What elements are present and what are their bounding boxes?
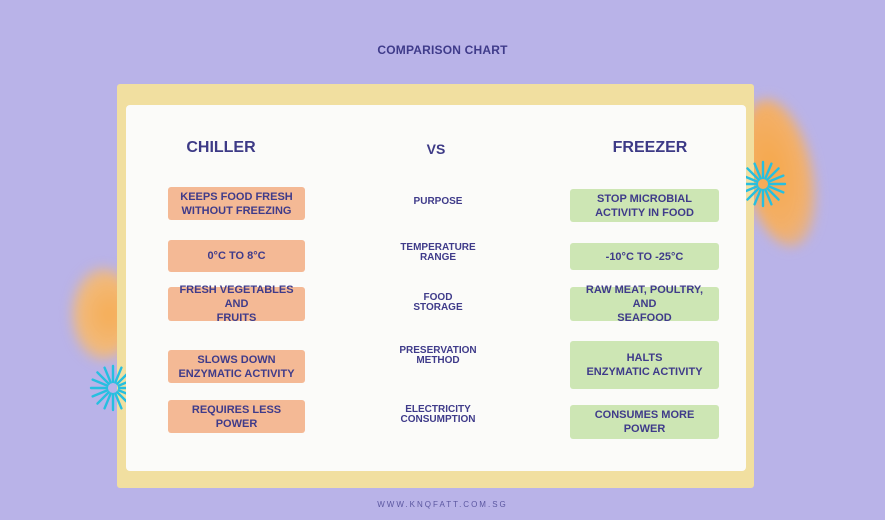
- criterion-purpose-label: PURPOSE: [413, 196, 463, 207]
- page-title: COMPARISON CHART: [377, 43, 508, 57]
- freezer-heading: FREEZER: [612, 139, 688, 156]
- criterion-electricity-label: ELECTRICITY CONSUMPTION: [400, 404, 476, 425]
- freezer-temperature-pill: -10°C TO -25°C: [570, 243, 719, 270]
- criterion-temperature-label: TEMPERATURE RANGE: [400, 242, 476, 263]
- chiller-storage-pill: FRESH VEGETABLES AND FRUITS: [168, 284, 305, 324]
- freezer-preservation-pill: HALTS ENZYMATIC ACTIVITY: [570, 341, 719, 389]
- website-footer: WWW.KNQFATT.COM.SG: [377, 500, 508, 509]
- chiller-temperature-pill: 0°C TO 8°C: [168, 240, 305, 272]
- criterion-storage-label: FOOD STORAGE: [413, 292, 463, 313]
- freezer-electricity-pill: CONSUMES MORE POWER: [570, 405, 719, 439]
- chiller-preservation-pill: SLOWS DOWN ENZYMATIC ACTIVITY: [168, 350, 305, 383]
- criterion-preservation-label: PRESERVATION METHOD: [399, 345, 477, 366]
- freezer-storage-pill: RAW MEAT, POULTRY, AND SEAFOOD: [570, 284, 719, 324]
- chiller-purpose-pill: KEEPS FOOD FRESH WITHOUT FREEZING: [168, 187, 305, 220]
- chiller-electricity-pill: REQUIRES LESS POWER: [168, 400, 305, 433]
- freezer-purpose-pill: STOP MICROBIAL ACTIVITY IN FOOD: [570, 189, 719, 222]
- chiller-heading: CHILLER: [186, 139, 256, 156]
- vs-heading: VS: [426, 141, 446, 157]
